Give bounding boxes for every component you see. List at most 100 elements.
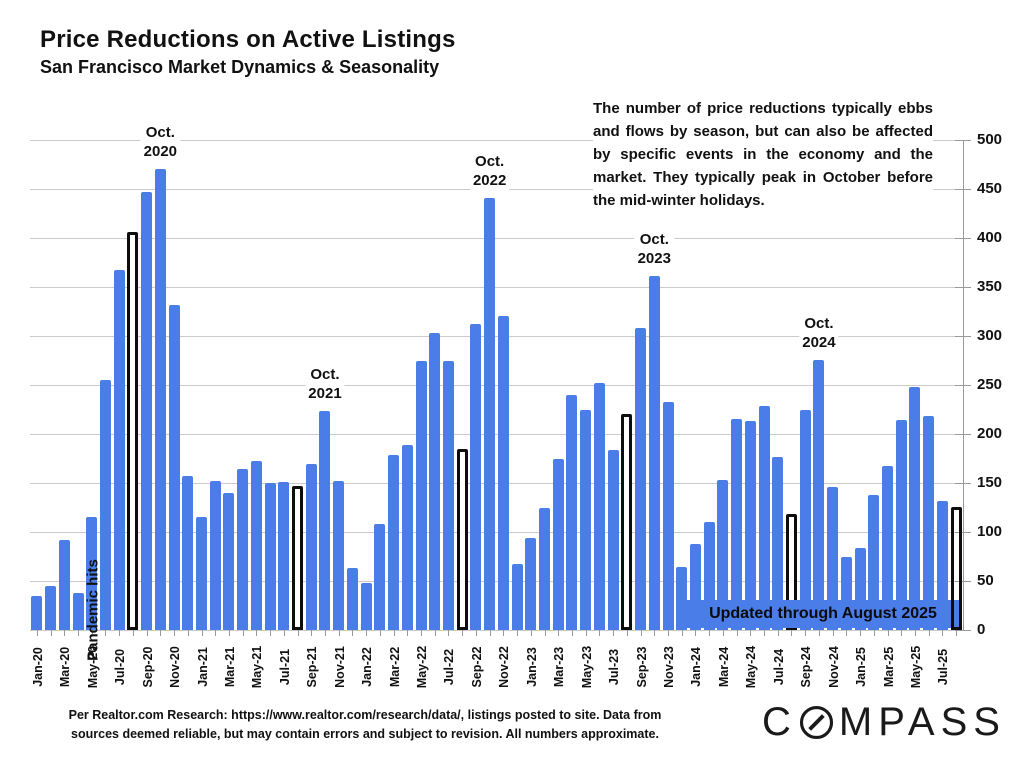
y-axis-label-50: 50 <box>977 572 994 589</box>
x-axis-label-Mar-24: Mar-24 <box>716 646 731 688</box>
x-axis-label-Mar-22: Mar-22 <box>387 646 402 688</box>
bar-Jul-20 <box>113 270 125 630</box>
x-axis-label-Nov-20: Nov-20 <box>168 646 183 688</box>
bar-Jun-24 <box>758 405 770 630</box>
annotation-oct-2022: Oct. 2022 <box>469 151 510 190</box>
y-axis-line <box>963 140 964 631</box>
x-axis-tick-Jul-22 <box>448 630 450 636</box>
bar-Jul-21 <box>278 482 290 630</box>
gridline-150 <box>30 483 963 484</box>
source-line-1: Per Realtor.com Research: https://www.re… <box>68 708 662 722</box>
bar-Oct-23 <box>648 276 660 630</box>
x-axis-tick-Nov-22 <box>503 630 505 636</box>
august-highlight-bar-Aug-25 <box>950 506 962 630</box>
x-axis-label-Jul-21: Jul-21 <box>277 648 292 686</box>
gridline-250 <box>30 385 963 386</box>
bar-Nov-20 <box>168 304 180 630</box>
x-axis-label-May-25: May-25 <box>908 645 923 689</box>
x-axis-tick-Nov-24 <box>832 630 834 636</box>
x-axis-tick-Jan-22 <box>366 630 368 636</box>
x-axis-tick-Jan-20 <box>36 630 38 636</box>
x-axis-tick-Nov-21 <box>338 630 340 636</box>
gridline-300 <box>30 336 963 337</box>
x-axis-tick-Feb-25 <box>873 630 875 636</box>
x-axis-tick-Apr-24 <box>736 630 738 636</box>
bar-Mar-24 <box>717 480 729 630</box>
x-axis-tick-May-23 <box>585 630 587 636</box>
bar-May-20 <box>86 517 98 630</box>
x-axis-tick-Feb-21 <box>215 630 217 636</box>
x-axis-label-Jul-22: Jul-22 <box>442 648 457 686</box>
y-axis-label-500: 500 <box>977 131 1003 148</box>
x-axis-tick-Mar-21 <box>228 630 230 636</box>
x-axis-tick-Apr-21 <box>242 630 244 636</box>
bar-Jun-20 <box>99 380 111 630</box>
y-axis-label-0: 0 <box>977 621 986 638</box>
bar-May-21 <box>250 461 262 630</box>
bar-Sep-24 <box>799 409 811 630</box>
bar-Apr-20 <box>72 592 84 630</box>
x-axis-tick-May-25 <box>914 630 916 636</box>
bar-Nov-21 <box>333 481 345 630</box>
august-highlight-bar-Aug-23 <box>621 414 633 630</box>
x-axis-tick-Feb-24 <box>709 630 711 636</box>
x-axis-tick-Jan-21 <box>201 630 203 636</box>
bar-Mar-23 <box>552 459 564 630</box>
bar-Jan-24 <box>689 543 701 630</box>
annotation-oct-2021: Oct. 2021 <box>305 365 345 404</box>
bar-Feb-22 <box>374 524 386 630</box>
x-axis-tick-Feb-22 <box>379 630 381 636</box>
x-axis-label-Nov-24: Nov-24 <box>826 646 841 688</box>
bar-Feb-25 <box>868 494 880 630</box>
bar-Apr-23 <box>566 394 578 630</box>
x-axis-label-Mar-25: Mar-25 <box>881 646 896 688</box>
x-axis-tick-Aug-21 <box>297 630 299 636</box>
x-axis-tick-Sep-23 <box>640 630 642 636</box>
price-reductions-bar-chart: Pandemic hits Updated through August 202… <box>30 123 1002 688</box>
bar-Dec-21 <box>346 568 358 630</box>
bar-Jan-22 <box>360 582 372 630</box>
x-axis-label-Jan-23: Jan-23 <box>524 647 539 687</box>
bar-Apr-25 <box>895 420 907 630</box>
x-axis-tick-Mar-20 <box>64 630 66 636</box>
x-axis-tick-Dec-22 <box>517 630 519 636</box>
x-axis-tick-Oct-20 <box>160 630 162 636</box>
x-axis-label-Jul-24: Jul-24 <box>771 648 786 686</box>
x-axis-tick-Feb-20 <box>50 630 52 636</box>
compass-needle-icon <box>797 704 839 741</box>
x-axis-tick-Nov-23 <box>668 630 669 636</box>
x-axis-tick-Oct-21 <box>324 630 326 636</box>
y-axis-label-100: 100 <box>977 523 1003 540</box>
annotation-oct-2020: Oct. 2020 <box>140 123 181 162</box>
y-axis-label-350: 350 <box>977 278 1003 295</box>
x-axis-label-Jul-25: Jul-25 <box>936 648 951 686</box>
x-axis-tick-Mar-23 <box>558 630 560 636</box>
x-axis-tick-Jul-20 <box>119 630 121 636</box>
annotation-oct-2023: Oct. 2023 <box>634 230 674 269</box>
x-axis-tick-Dec-24 <box>846 630 848 636</box>
x-axis-label-Jul-23: Jul-23 <box>607 648 622 686</box>
x-axis-tick-Sep-24 <box>805 630 807 636</box>
x-axis-tick-Dec-23 <box>681 630 683 636</box>
x-axis-label-Jan-22: Jan-22 <box>360 647 375 687</box>
bar-Jan-21 <box>196 517 207 630</box>
commentary-text: The number of price reductions typically… <box>593 97 933 212</box>
bar-Mar-22 <box>388 454 400 630</box>
x-axis-tick-Jul-21 <box>283 630 285 636</box>
x-axis-tick-Dec-21 <box>352 630 354 636</box>
x-axis-label-May-23: May-23 <box>579 645 594 689</box>
x-axis-label-Jan-21: Jan-21 <box>195 647 210 687</box>
x-axis-tick-Jun-24 <box>764 630 766 636</box>
x-axis-label-Sep-24: Sep-24 <box>799 646 814 688</box>
bar-May-23 <box>580 409 592 630</box>
y-axis-label-150: 150 <box>977 474 1003 491</box>
x-axis-label-Mar-23: Mar-23 <box>552 646 567 688</box>
x-axis-tick-Jun-20 <box>105 630 107 636</box>
bar-Sep-21 <box>305 464 317 630</box>
x-axis-label-Nov-21: Nov-21 <box>332 646 347 688</box>
bar-Jun-23 <box>593 383 605 630</box>
bar-Nov-24 <box>827 486 839 630</box>
bar-Jul-24 <box>772 456 784 630</box>
x-axis-tick-May-22 <box>421 630 423 636</box>
bar-Sep-22 <box>470 324 482 630</box>
